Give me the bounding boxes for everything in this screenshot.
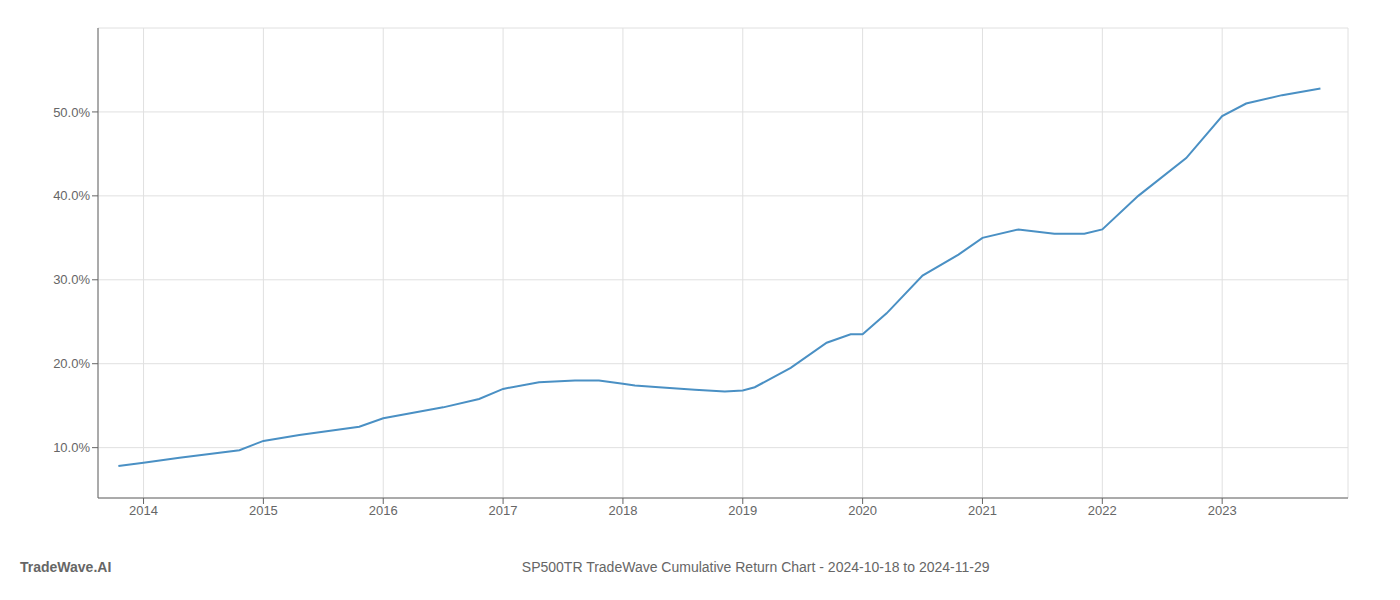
svg-text:2017: 2017 [489,503,518,518]
svg-text:10.0%: 10.0% [53,440,90,455]
html-text:TradeWave.AI: TradeWave.AI [20,559,112,575]
svg-text:2015: 2015 [249,503,278,518]
svg-text:2018: 2018 [608,503,637,518]
svg-text:2019: 2019 [728,503,757,518]
svg-text:40.0%: 40.0% [53,188,90,203]
svg-text:2014: 2014 [129,503,158,518]
svg-text:2021: 2021 [968,503,997,518]
html-text:SP500TR TradeWave Cumulative R: SP500TR TradeWave Cumulative Return Char… [521,559,990,575]
svg-text:20.0%: 20.0% [53,356,90,371]
svg-text:2023: 2023 [1208,503,1237,518]
svg-text:2020: 2020 [848,503,877,518]
svg-text:2022: 2022 [1088,503,1117,518]
svg-text:2016: 2016 [369,503,398,518]
svg-text:50.0%: 50.0% [53,105,90,120]
svg-text:30.0%: 30.0% [53,272,90,287]
